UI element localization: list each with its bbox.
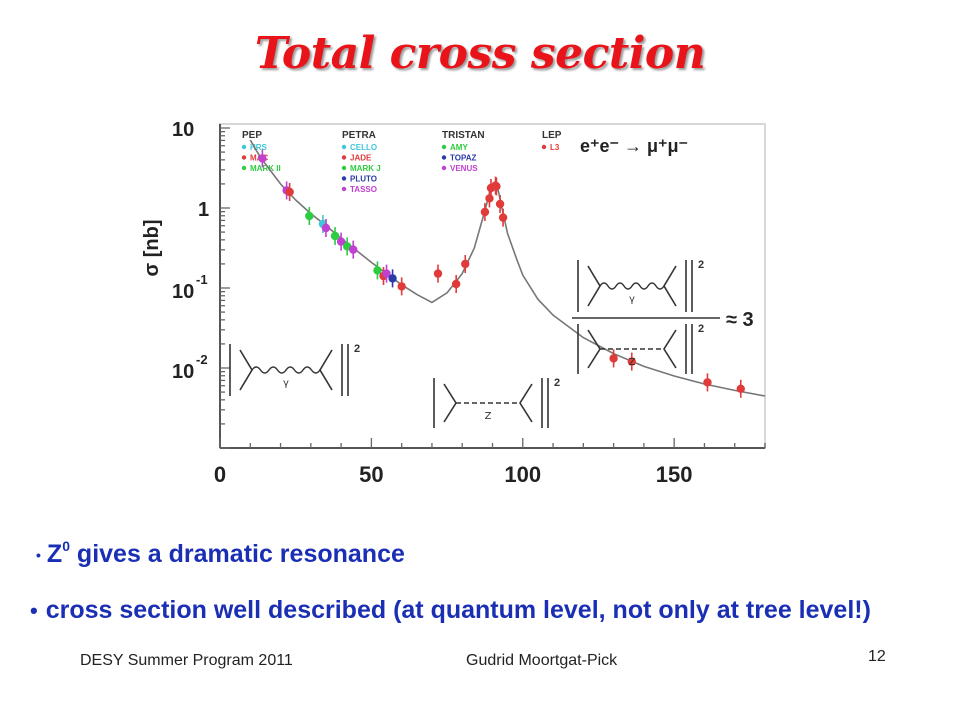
legend-marker (441, 144, 447, 150)
legend-marker (241, 144, 247, 150)
legend-group-header: TRISTAN (442, 130, 485, 141)
y-tick-label: 10 (172, 119, 194, 141)
legend-group-header: PEP (242, 130, 262, 141)
y-tick-label: 1 (198, 199, 209, 221)
data-point (480, 207, 490, 217)
legend-entry-label: HRS (250, 143, 268, 152)
data-point (433, 269, 443, 278)
slide-title: Total cross section (254, 28, 706, 79)
legend-entry-label: CELLO (350, 143, 377, 152)
y-tick-exponent: -2 (196, 352, 208, 367)
legend-entry-label: TOPAZ (450, 154, 476, 163)
bullet-z-resonance: • Z0 gives a dramatic resonance (36, 538, 405, 569)
legend-entry-label: JADE (350, 154, 372, 163)
bullet-z-superscript: 0 (62, 538, 70, 554)
data-point (336, 237, 346, 246)
legend-marker (341, 155, 347, 160)
legend-marker (341, 186, 347, 192)
data-point (495, 199, 505, 209)
ratio-value: ≈ 3 (726, 309, 754, 331)
process-label: e⁺e⁻ → μ⁺μ⁻ (580, 136, 688, 156)
bullet-quantum-text: cross section well described (at quantum… (45, 596, 871, 624)
x-tick-label: 0 (214, 462, 226, 487)
data-point (498, 213, 508, 222)
legend-marker (241, 165, 247, 171)
data-point (451, 279, 461, 289)
legend-marker (241, 155, 247, 160)
data-point (321, 223, 331, 233)
y-tick-exponent: -1 (196, 272, 208, 287)
ratio-z-diagram-label: Z (629, 357, 636, 368)
z-exchange-diagram-label: Z (485, 411, 492, 422)
z-exchange-diagram-square: 2 (554, 377, 560, 389)
legend-marker (541, 144, 547, 150)
legend-group-header: PETRA (342, 130, 376, 141)
photon-exchange-diagram-label: γ (283, 378, 289, 389)
x-tick-label: 150 (656, 462, 693, 487)
photon-exchange-diagram-square: 2 (354, 343, 360, 355)
legend-entry-label: AMY (450, 143, 468, 152)
data-point (703, 378, 712, 387)
data-point (258, 154, 267, 163)
data-point (305, 211, 314, 221)
legend-entry-label: MARK II (250, 164, 281, 173)
data-point (736, 384, 745, 393)
legend-marker (341, 176, 347, 181)
footer-author: Gudrid Moortgat-Pick (466, 652, 618, 669)
legend-entry-label: L3 (550, 143, 560, 152)
data-point (627, 357, 636, 366)
legend-marker (341, 144, 347, 150)
bullet-dot: • (30, 598, 38, 623)
legend-marker (341, 165, 347, 171)
data-point (330, 231, 340, 241)
footer-event: DESY Summer Program 2011 (80, 652, 293, 669)
legend-entry-label: MARK J (350, 164, 381, 173)
legend-entry-label: VENUS (450, 164, 478, 173)
data-point (388, 274, 397, 283)
data-point (492, 182, 501, 191)
legend-entry-label: TASSO (350, 185, 377, 194)
ratio-photon-diagram-label: γ (629, 294, 635, 305)
y-tick-label: 10 (172, 361, 194, 383)
legend-marker (441, 155, 447, 160)
page-number: 12 (868, 648, 886, 665)
ratio-z-diagram-right-vertex (663, 329, 677, 369)
data-point (485, 194, 494, 203)
plot-area (219, 123, 766, 449)
x-tick-label: 100 (504, 462, 541, 487)
data-point (382, 269, 391, 278)
data-point (609, 354, 618, 363)
z-exchange-diagram-right-vertex (519, 383, 533, 423)
bullet-dot: • (36, 547, 41, 564)
data-point (349, 245, 358, 254)
bullet-z-text: gives a dramatic resonance (69, 540, 405, 568)
data-point (397, 282, 406, 291)
ratio-photon-diagram-square: 2 (698, 259, 704, 271)
legend-marker (441, 165, 447, 171)
x-tick-label: 50 (359, 462, 383, 487)
theory-curve (249, 139, 766, 397)
ratio-z-diagram-square: 2 (698, 323, 704, 335)
bullet-quantum-level: • cross section well described (at quantu… (30, 596, 871, 625)
legend-entry-label: PLUTO (350, 175, 377, 184)
y-axis-label: σ [nb] (141, 220, 163, 277)
photon-exchange-diagram-propagator (251, 366, 321, 374)
legend-group-header: LEP (542, 130, 562, 141)
bullet-z-symbol: Z (46, 540, 63, 568)
y-tick-label: 10 (172, 281, 194, 303)
data-point (461, 259, 470, 269)
data-point (373, 266, 382, 275)
ratio-photon-diagram-propagator (599, 282, 665, 290)
data-point (285, 187, 294, 197)
